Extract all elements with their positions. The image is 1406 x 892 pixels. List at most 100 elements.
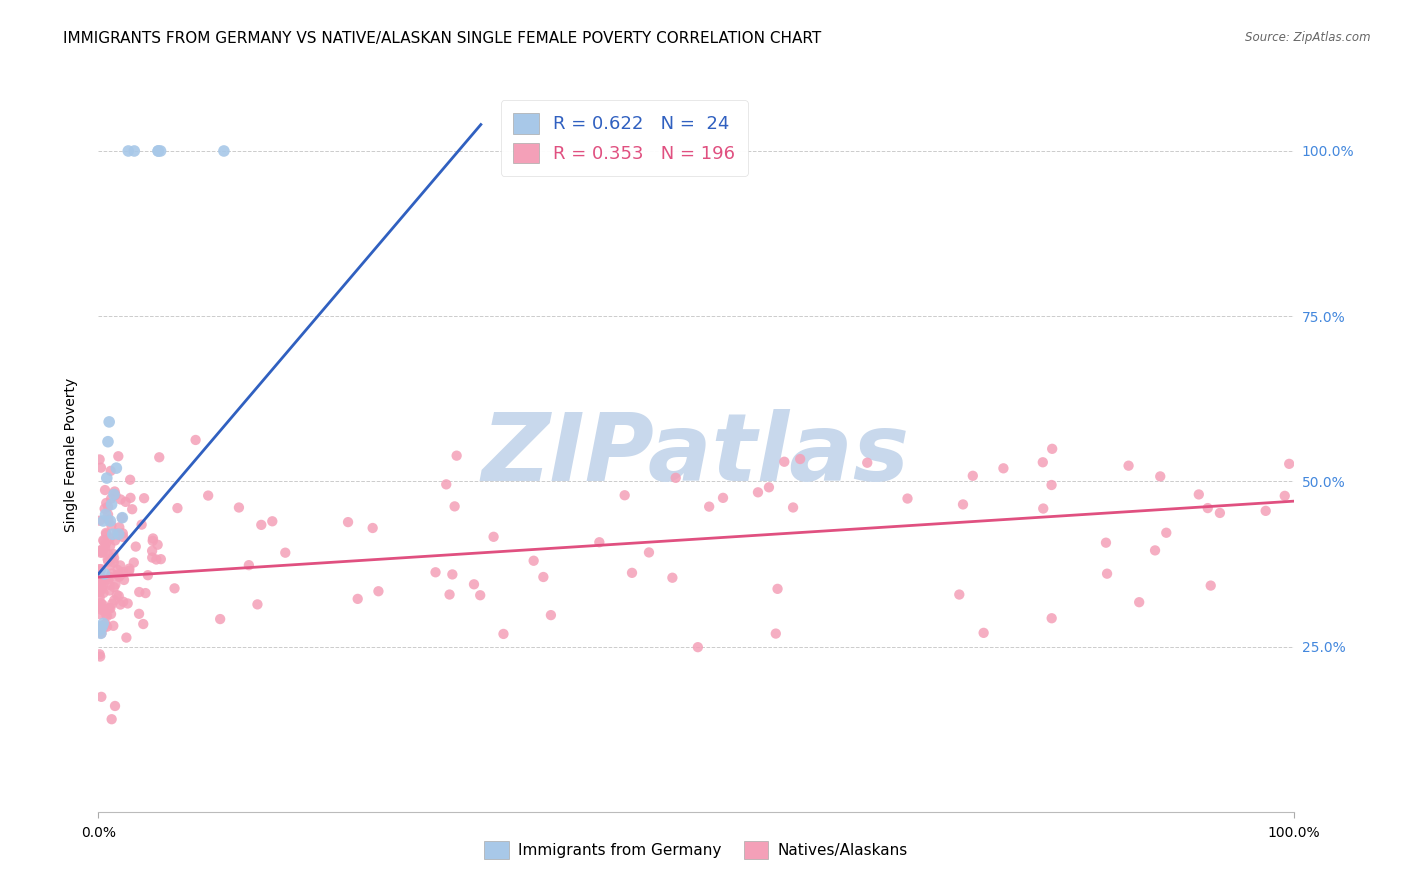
Point: [108, 558, 131, 573]
Point: [163, 582, 186, 596]
Point: [111, 526, 134, 541]
Point: [1144, 543, 1167, 558]
Point: [166, 501, 188, 516]
Point: [441, 567, 464, 582]
Point: [1156, 525, 1178, 540]
Point: [758, 480, 780, 494]
Point: [98, 532, 121, 546]
Point: [100, 491, 122, 506]
Point: [98, 558, 121, 573]
Point: [91, 618, 114, 632]
Point: [98, 583, 121, 598]
Point: [346, 591, 368, 606]
Point: [209, 612, 232, 626]
Point: [765, 626, 787, 640]
Point: [112, 595, 135, 609]
Point: [103, 547, 125, 561]
Point: [149, 144, 172, 158]
Point: [91, 545, 114, 559]
Point: [148, 450, 170, 465]
Point: [89, 599, 111, 614]
Point: [1032, 455, 1054, 469]
Point: [94, 536, 117, 550]
Point: [686, 640, 709, 655]
Point: [103, 619, 125, 633]
Point: [108, 520, 131, 534]
Point: [100, 464, 122, 478]
Point: [98, 539, 121, 553]
Point: [90, 544, 112, 558]
Point: [1095, 566, 1118, 581]
Point: [91, 541, 114, 556]
Point: [105, 461, 128, 475]
Point: [89, 562, 111, 576]
Point: [747, 485, 769, 500]
Point: [621, 566, 644, 580]
Point: [89, 625, 111, 640]
Point: [434, 477, 457, 491]
Point: [94, 483, 117, 497]
Point: [250, 517, 273, 532]
Point: [100, 498, 122, 512]
Point: [197, 489, 219, 503]
Point: [89, 452, 111, 467]
Point: [91, 533, 114, 548]
Point: [90, 626, 112, 640]
Point: [91, 616, 114, 631]
Point: [212, 144, 235, 158]
Point: [1188, 487, 1211, 501]
Point: [111, 510, 134, 524]
Point: [98, 514, 122, 528]
Point: [1197, 501, 1219, 516]
Point: [142, 533, 165, 548]
Point: [439, 588, 461, 602]
Point: [141, 544, 163, 558]
Point: [90, 562, 112, 576]
Point: [337, 515, 360, 529]
Point: [112, 565, 135, 579]
Point: [101, 527, 124, 541]
Point: [1118, 458, 1140, 473]
Y-axis label: Single Female Poverty: Single Female Poverty: [63, 378, 77, 532]
Point: [134, 586, 156, 600]
Point: [90, 626, 112, 640]
Point: [711, 491, 734, 505]
Point: [111, 511, 134, 525]
Point: [97, 513, 120, 527]
Point: [274, 546, 297, 560]
Point: [136, 568, 159, 582]
Point: [856, 456, 879, 470]
Point: [110, 598, 132, 612]
Point: [661, 571, 683, 585]
Point: [1040, 478, 1063, 492]
Point: [96, 496, 118, 510]
Point: [89, 607, 111, 621]
Point: [1199, 578, 1222, 592]
Point: [93, 566, 115, 581]
Point: [104, 698, 127, 713]
Point: [100, 712, 122, 726]
Point: [613, 488, 636, 502]
Point: [148, 144, 170, 158]
Point: [89, 623, 111, 637]
Point: [146, 538, 169, 552]
Point: [492, 627, 515, 641]
Point: [93, 534, 115, 549]
Point: [108, 569, 131, 583]
Point: [90, 460, 112, 475]
Point: [89, 649, 111, 664]
Point: [90, 690, 112, 704]
Point: [896, 491, 918, 506]
Point: [98, 601, 121, 615]
Point: [120, 473, 142, 487]
Point: [101, 566, 124, 581]
Point: [782, 500, 804, 515]
Point: [117, 597, 139, 611]
Point: [103, 551, 125, 566]
Point: [90, 620, 112, 634]
Point: [103, 556, 125, 570]
Point: [523, 554, 546, 568]
Point: [118, 561, 141, 575]
Point: [638, 545, 661, 559]
Point: [124, 144, 146, 158]
